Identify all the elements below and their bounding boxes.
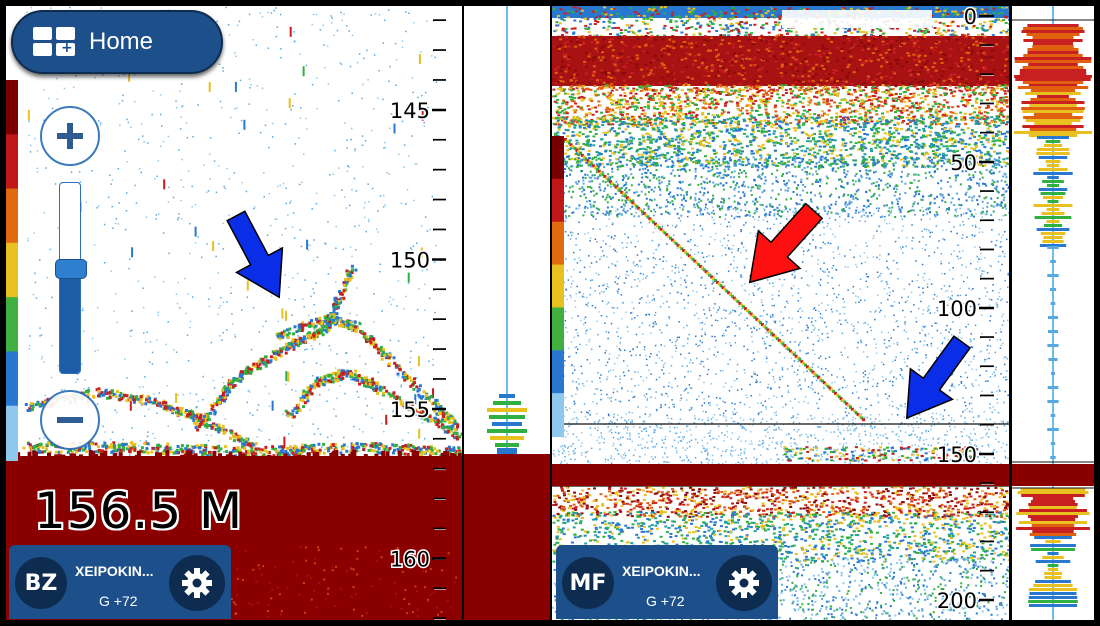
a-scope-graph: [1012, 6, 1094, 620]
depth-label: 50: [950, 151, 977, 175]
home-label: Home: [89, 28, 154, 55]
echo-noise: [552, 6, 1010, 468]
color-scale-bar: [6, 80, 18, 461]
depth-label: 155: [390, 398, 430, 422]
depth-label: 200: [937, 589, 977, 613]
zoom-sonar-panel[interactable]: 145 150 155 160: [6, 6, 462, 620]
gear-icon: [729, 568, 759, 598]
avatar: MF: [562, 557, 614, 609]
flasher-panel: [464, 6, 550, 620]
depth-label: 100: [937, 297, 977, 321]
gear-icon: [182, 568, 212, 598]
color-scale-bar: [552, 136, 564, 437]
card-name: XEIPOKIN...: [622, 563, 701, 579]
a-scope-panel: [1012, 6, 1094, 620]
card-subtitle: G +72: [646, 593, 685, 609]
depth-label: 160: [390, 548, 430, 572]
transducer-card-right[interactable]: MF XEIPOKIN... G +72: [556, 545, 778, 619]
red-arrow-icon: [748, 202, 824, 284]
card-subtitle: G +72: [99, 593, 138, 609]
seabed-echo: [552, 446, 1010, 620]
settings-button-right[interactable]: [716, 555, 772, 611]
home-button[interactable]: + Home: [11, 10, 223, 74]
depth-label: 150: [390, 249, 430, 273]
flasher-marks: [487, 394, 527, 454]
zoom-slider-handle[interactable]: [55, 258, 87, 279]
blue-arrow-icon: [905, 335, 972, 420]
card-name: XEIPOKIN...: [75, 563, 154, 579]
depth-readout: 156.5 M: [34, 482, 244, 540]
main-echogram: 0 50 100 150 200: [552, 6, 1010, 620]
depth-label: 145: [390, 99, 430, 123]
depth-label: 150: [937, 443, 977, 467]
lure-trace: [564, 138, 866, 422]
avatar: BZ: [15, 557, 67, 609]
plus-icon: [57, 123, 83, 149]
zoom-slider[interactable]: [55, 182, 87, 374]
main-sonar-panel[interactable]: 0 50 100 150 200: [552, 6, 1010, 620]
depth-scale: 0 50 100 150 200: [935, 6, 994, 615]
flasher-graph: [464, 6, 550, 620]
zoom-out-button[interactable]: [40, 390, 100, 450]
depth-label: 0: [964, 6, 977, 29]
transducer-card-left[interactable]: BZ XEIPOKIN... G +72: [9, 545, 231, 619]
zoom-in-button[interactable]: [40, 106, 100, 166]
blue-arrow-icon: [226, 210, 284, 299]
grid-plus-icon: +: [33, 27, 77, 57]
settings-button-left[interactable]: [169, 555, 225, 611]
depth-scale: 145 150 155 160: [388, 19, 446, 620]
fish-arches: [22, 264, 462, 459]
minus-icon: [57, 417, 83, 423]
a-scope-marks: [1012, 24, 1094, 607]
zoom-slider-fill: [60, 268, 80, 373]
